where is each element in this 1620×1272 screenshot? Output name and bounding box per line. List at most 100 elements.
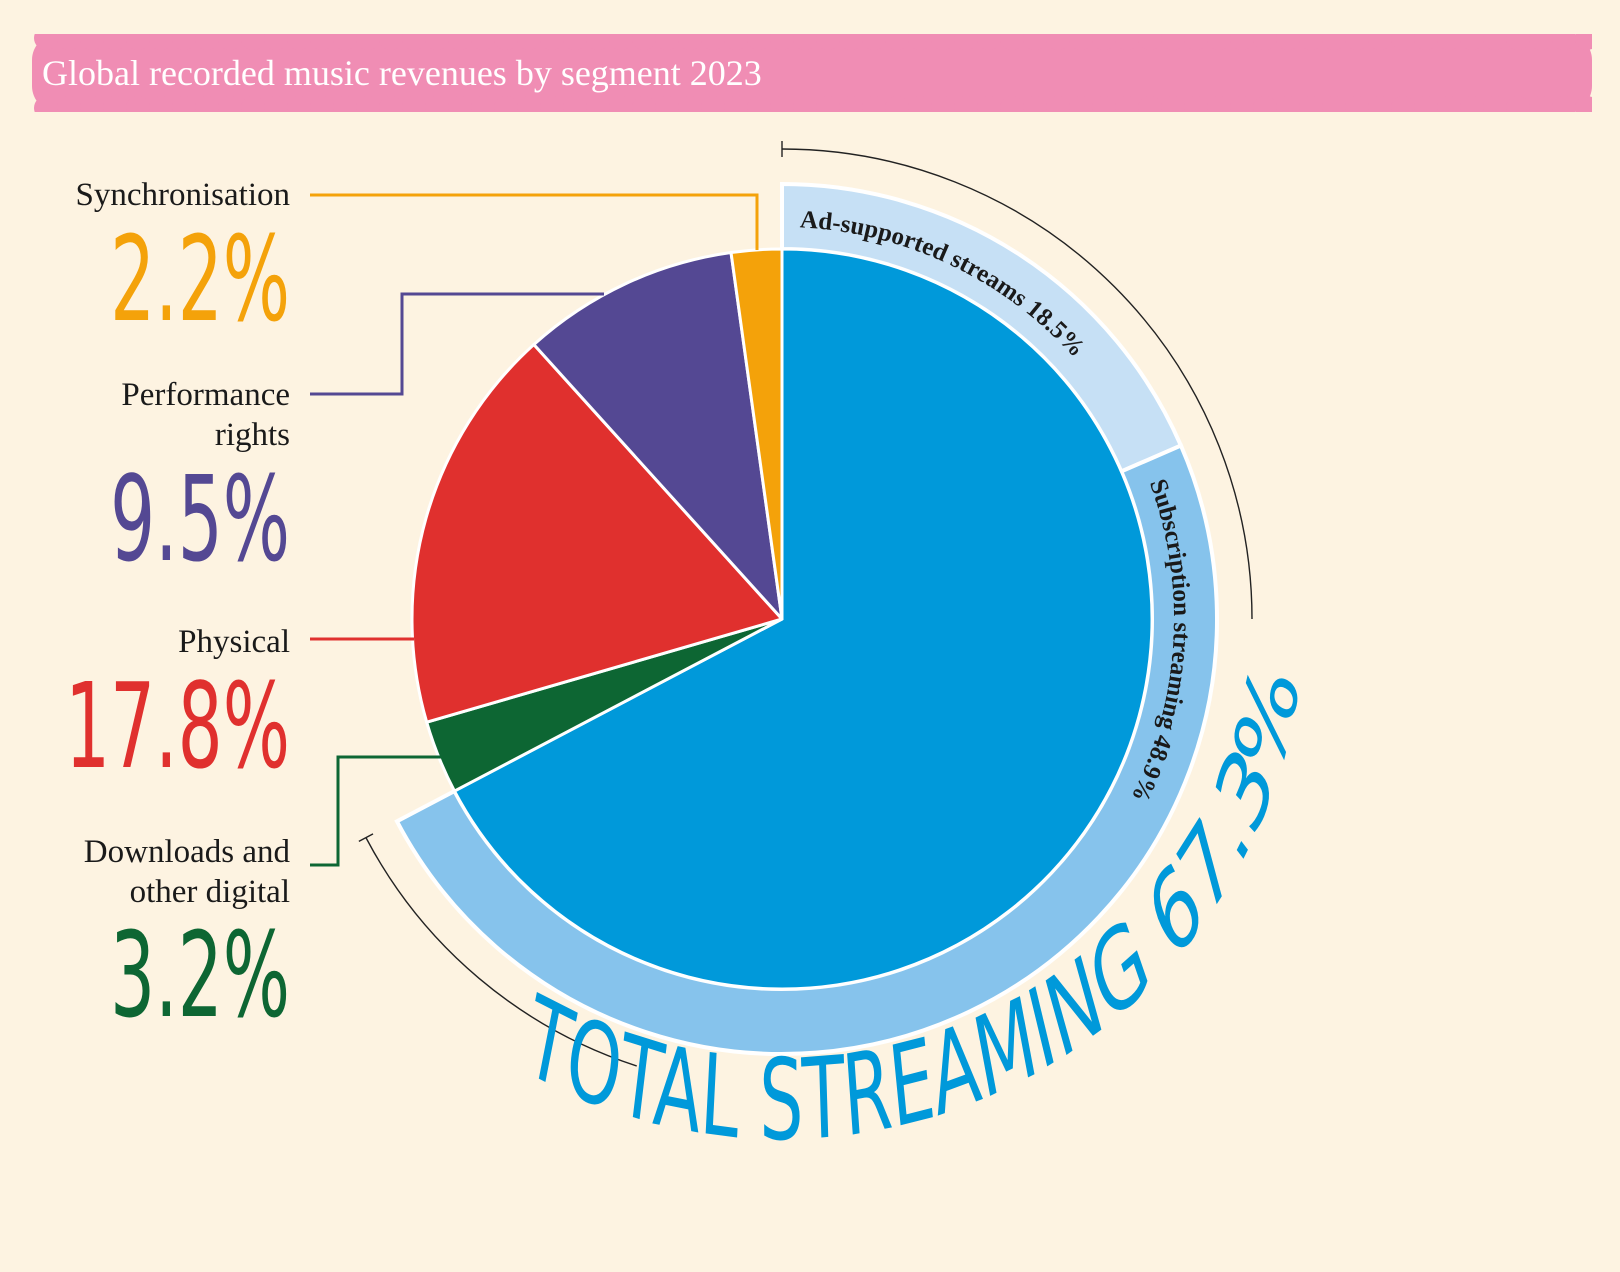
title-scallop-bump xyxy=(678,34,702,50)
title-scallop-bump xyxy=(264,96,288,112)
title-scallop-bump xyxy=(402,34,426,50)
title-scallop-bump xyxy=(1000,34,1024,50)
title-scallop-bump xyxy=(1575,96,1592,112)
title-scallop-bump xyxy=(563,34,587,50)
title-scallop-bump xyxy=(885,96,909,112)
title-scallop-bump xyxy=(701,34,725,50)
title-scallop-bump xyxy=(1575,34,1592,50)
title-scallop-bump xyxy=(1046,96,1070,112)
title-scallop-bump xyxy=(149,34,173,50)
title-scallop-bump xyxy=(34,34,58,50)
title-scallop-bump xyxy=(1138,34,1162,50)
title-scallop-bump xyxy=(1529,96,1553,112)
title-scallop-bump xyxy=(425,96,449,112)
title-scallop-bump xyxy=(218,96,242,112)
title-scallop-bump xyxy=(1276,96,1300,112)
title-scallop-bump xyxy=(333,34,357,50)
title-scallop-bump xyxy=(1276,34,1300,50)
title-scallop-bump xyxy=(195,34,219,50)
title-scallop-bump xyxy=(1069,96,1093,112)
title-scallop-bump xyxy=(747,34,771,50)
title-scallop-bump xyxy=(816,34,840,50)
title-scallop-bump xyxy=(80,96,104,112)
title-scallop-bump xyxy=(1483,96,1507,112)
title-scallop-bump xyxy=(1253,96,1277,112)
title-scallop-bump xyxy=(471,34,495,50)
title-scallop-bump xyxy=(1506,34,1530,50)
title-scallop-bump xyxy=(1092,34,1116,50)
title-scallop-bump xyxy=(103,96,127,112)
title-scallop-bump xyxy=(770,34,794,50)
title-scallop-bump xyxy=(126,96,150,112)
title-scallop-bump xyxy=(747,96,771,112)
title-scallop-bump xyxy=(103,34,127,50)
title-scallop-bump xyxy=(1230,96,1254,112)
title-scallop-bump xyxy=(195,96,219,112)
title-scallop-bump xyxy=(540,96,564,112)
title-scallop-bump xyxy=(1322,34,1346,50)
title-scallop-bump xyxy=(218,34,242,50)
title-scallop-bump xyxy=(1437,34,1461,50)
title-scallop-bump xyxy=(954,34,978,50)
title-scallop-bump xyxy=(770,96,794,112)
synchronisation-value: 2.2% xyxy=(110,211,290,348)
title-scallop-bump xyxy=(839,96,863,112)
title-scallop-bump xyxy=(816,96,840,112)
title-scallop-bump xyxy=(1207,34,1231,50)
title-scallop-bump xyxy=(1391,96,1415,112)
title-scallop-bump xyxy=(1184,34,1208,50)
title-scallop-bump xyxy=(908,34,932,50)
title-scallop-bump xyxy=(80,34,104,50)
title-scallop-bump xyxy=(310,34,334,50)
title-bar: Global recorded music revenues by segmen… xyxy=(32,34,1592,112)
physical-label: Physical xyxy=(178,624,290,660)
title-scallop-bump xyxy=(1207,96,1231,112)
chart-title: Global recorded music revenues by segmen… xyxy=(42,53,762,93)
title-scallop-bump xyxy=(356,96,380,112)
title-scallop-bump xyxy=(793,96,817,112)
title-scallop-bump xyxy=(1460,34,1484,50)
title-scallop-bump xyxy=(1046,34,1070,50)
performance-label: Performance xyxy=(121,377,290,413)
title-scallop-bump xyxy=(379,96,403,112)
title-scallop-bump xyxy=(1483,34,1507,50)
synchronisation-label: Synchronisation xyxy=(76,177,290,213)
title-scallop-bump xyxy=(885,34,909,50)
pie-slice-performance xyxy=(532,251,784,621)
title-scallop-bump xyxy=(632,96,656,112)
title-scallop-bump xyxy=(839,34,863,50)
downloads-value: 3.2% xyxy=(110,907,290,1044)
title-scallop-bump xyxy=(1345,34,1369,50)
title-scallop-bump xyxy=(1115,96,1139,112)
title-scallop-bump xyxy=(471,96,495,112)
title-scallop-bump xyxy=(1138,96,1162,112)
pie-slice-streaming xyxy=(452,247,1154,991)
title-scallop-bump xyxy=(1414,34,1438,50)
synchronisation-leader-line xyxy=(310,193,759,250)
title-scallop-bump xyxy=(172,96,196,112)
title-scallop-bump xyxy=(563,96,587,112)
title-scallop-bump xyxy=(1253,34,1277,50)
title-scallop-bump xyxy=(586,96,610,112)
title-scallop-bump xyxy=(1391,34,1415,50)
title-scallop-bump xyxy=(1023,34,1047,50)
title-scallop-bump xyxy=(1414,96,1438,112)
performance-leader-line xyxy=(310,292,604,396)
performance-value: 9.5% xyxy=(110,451,290,588)
title-scallop-bump xyxy=(517,96,541,112)
title-scallop-bump xyxy=(264,34,288,50)
title-scallop-bump xyxy=(448,34,472,50)
title-scallop-bump xyxy=(609,96,633,112)
title-scallop-bump xyxy=(655,96,679,112)
title-scallop-bump xyxy=(678,96,702,112)
title-scallop-bump xyxy=(333,96,357,112)
title-scallop-bump xyxy=(931,96,955,112)
title-scallop-bump xyxy=(1552,34,1576,50)
title-scallop-bump xyxy=(494,96,518,112)
bracket-tick xyxy=(358,833,374,842)
title-scallop-bump xyxy=(1552,96,1576,112)
title-scallop-bump xyxy=(1161,34,1185,50)
title-scallop-bump xyxy=(287,96,311,112)
downloads-label: other digital xyxy=(130,874,290,910)
title-scallop-bump xyxy=(908,96,932,112)
